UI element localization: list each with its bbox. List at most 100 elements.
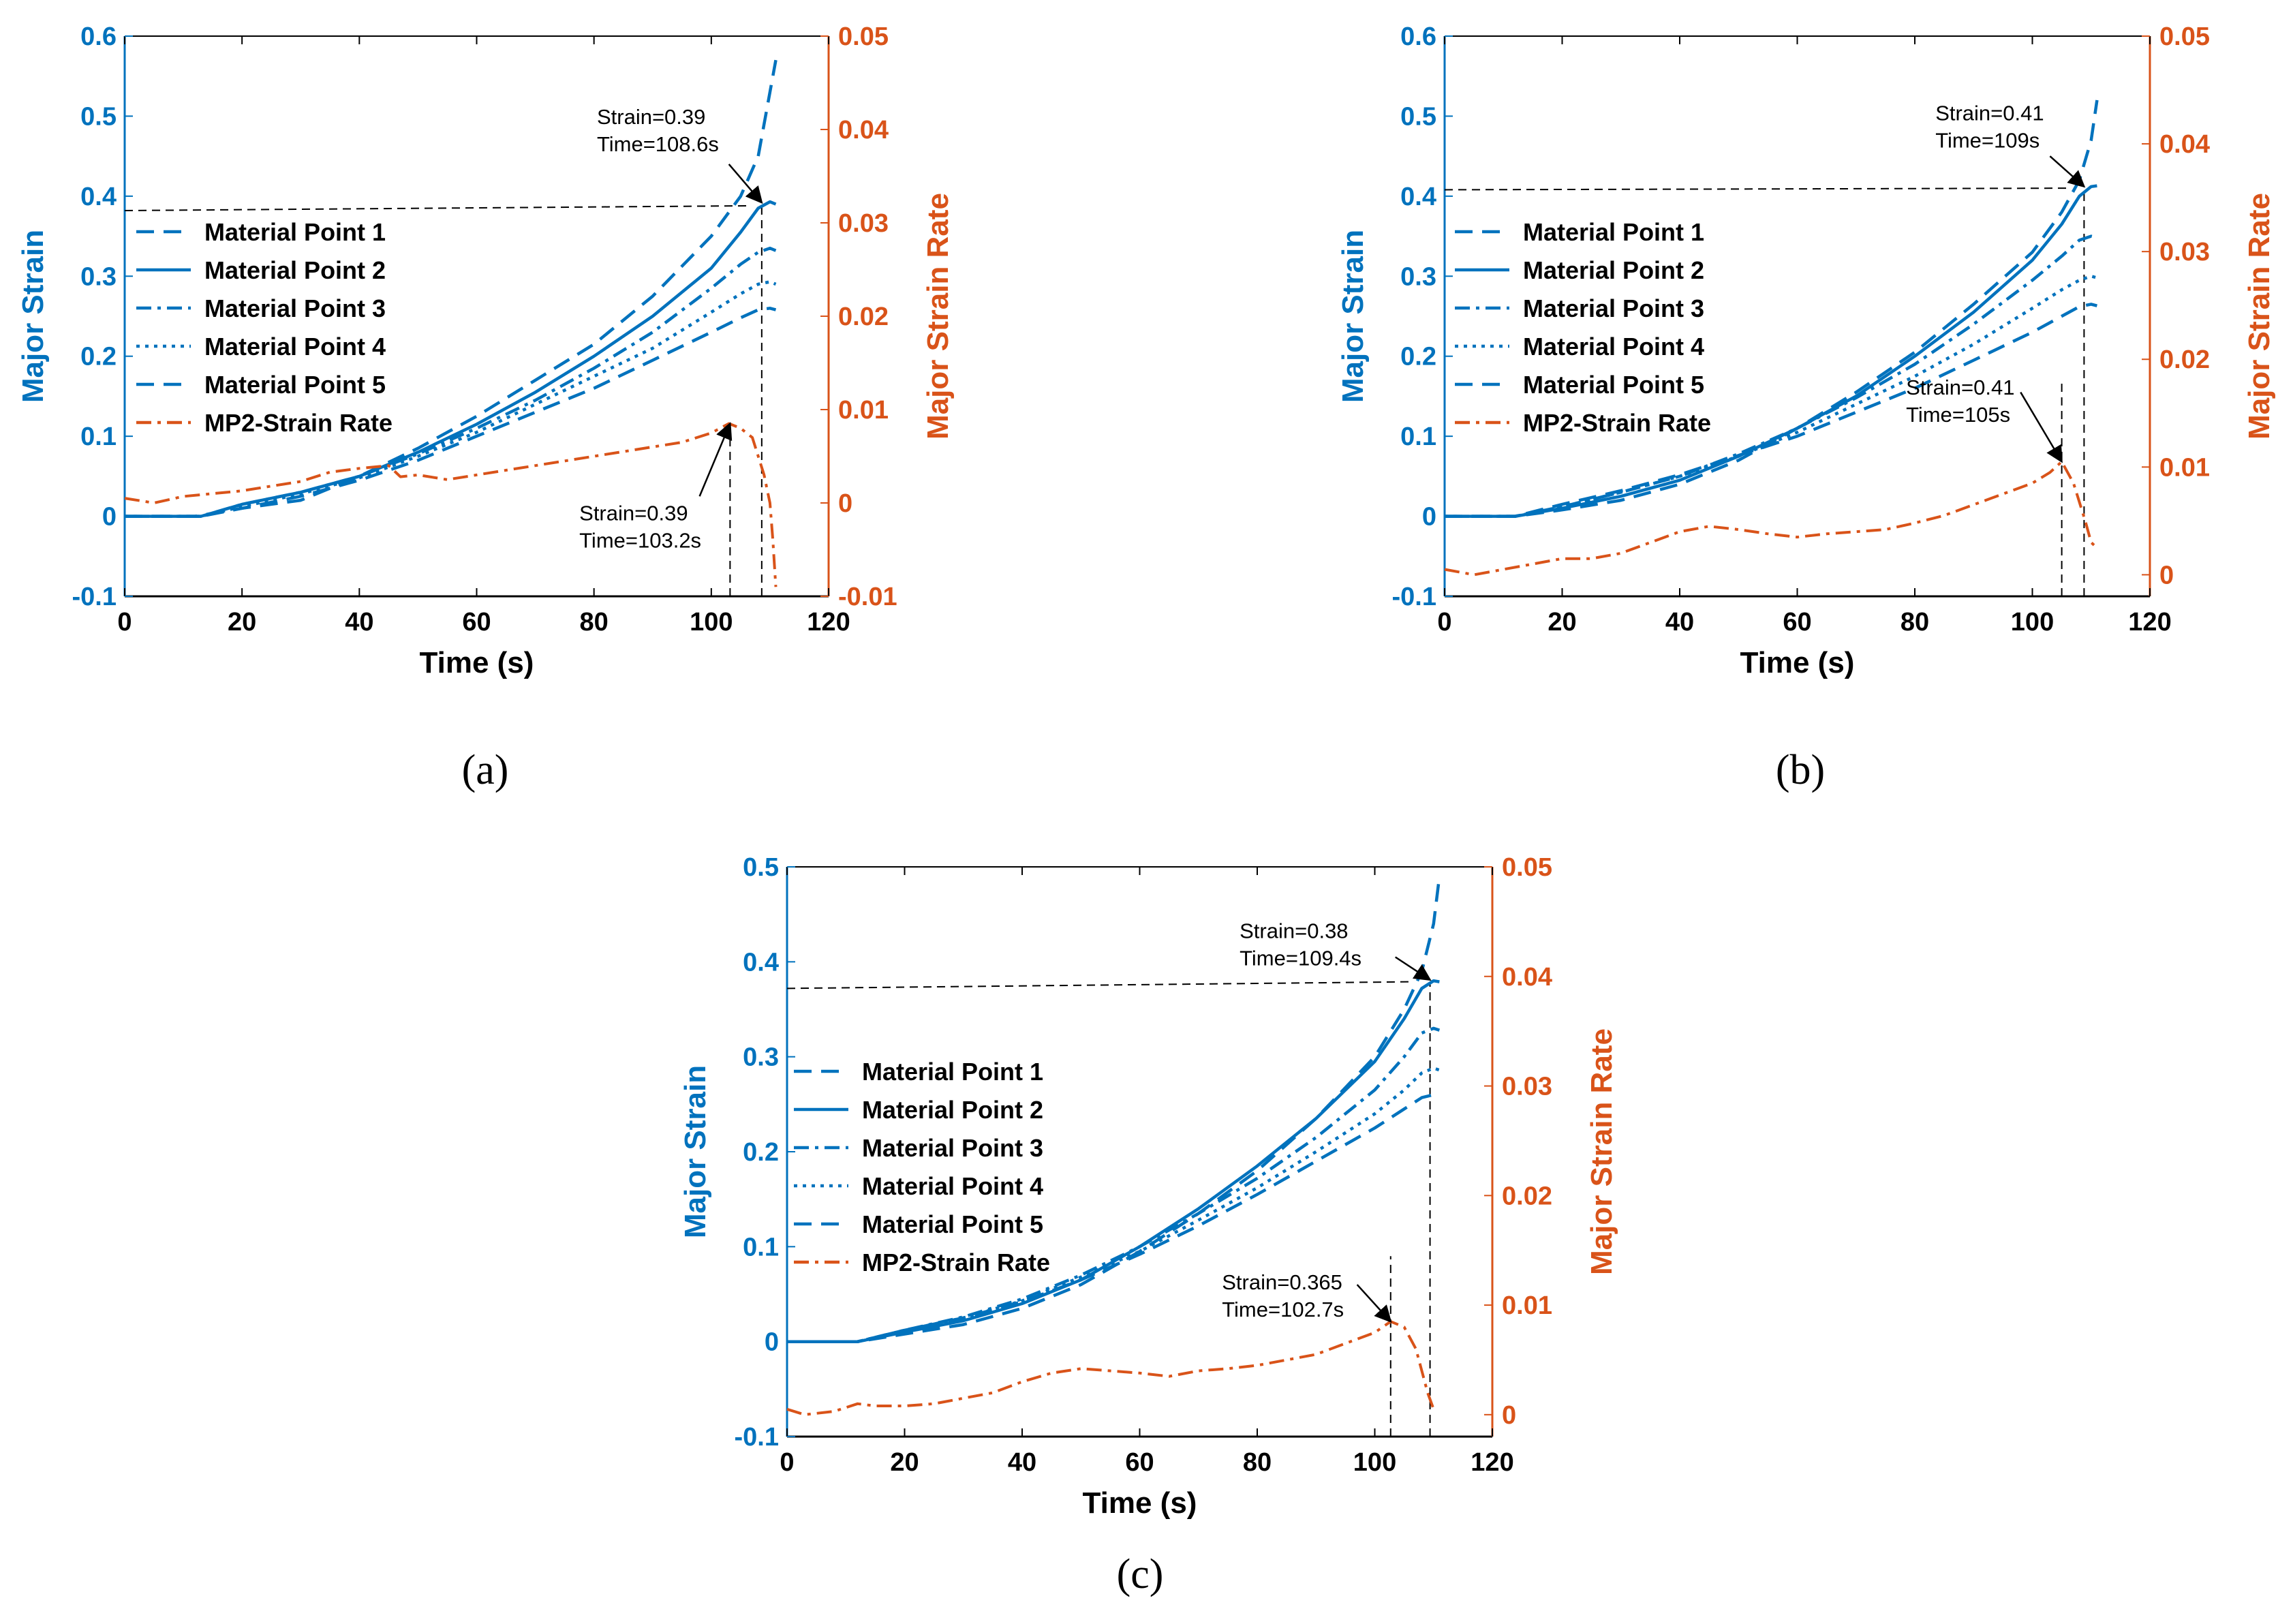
y2-axis-label: Major Strain Rate bbox=[1585, 1028, 1618, 1275]
x-tick-label: 40 bbox=[345, 608, 373, 637]
series-line-3 bbox=[1445, 234, 2097, 518]
series-line-2 bbox=[787, 979, 1440, 1343]
x-tick-label: 0 bbox=[1437, 608, 1451, 637]
y-tick-label: 0.5 bbox=[1400, 102, 1436, 131]
y2-tick-label: 0 bbox=[838, 489, 852, 518]
panel-caption: (a) bbox=[462, 747, 509, 793]
x-axis-label: Time (s) bbox=[420, 646, 534, 679]
x-tick-label: 100 bbox=[690, 608, 733, 637]
chart-panel-b: 0 20 40 60 80 100 120-0.100.10.20.30.40.50.600… bbox=[1336, 22, 2276, 793]
y2-tick-label: 0.02 bbox=[1502, 1182, 1552, 1210]
legend-entry: Material Point 2 bbox=[862, 1096, 1043, 1124]
guide-line bbox=[124, 204, 750, 211]
y2-tick-label: 0.04 bbox=[838, 116, 889, 144]
y2-tick-label: 0 bbox=[1502, 1401, 1516, 1430]
series-line-6 bbox=[1444, 460, 2098, 577]
legend-entry: MP2-Strain Rate bbox=[204, 409, 393, 437]
y-tick-label: 0.4 bbox=[80, 183, 117, 211]
x-tick-label: 100 bbox=[1353, 1448, 1396, 1477]
y2-tick-label: -0.01 bbox=[838, 583, 897, 611]
y-tick-label: 0.6 bbox=[1400, 22, 1436, 51]
guide-line bbox=[786, 981, 1413, 990]
legend: Material Point 1 Material Point 2 Material… bbox=[136, 218, 393, 437]
annotation-text: Time=105s bbox=[1906, 403, 2010, 427]
annotation-text: Strain=0.41 bbox=[1906, 376, 2014, 399]
legend-entry: Material Point 4 bbox=[204, 333, 386, 361]
y-tick-label: 0.4 bbox=[743, 948, 779, 977]
y2-tick-label: 0.01 bbox=[1502, 1291, 1552, 1320]
y-tick-label: 0 bbox=[102, 503, 117, 532]
y2-tick-label: 0.03 bbox=[838, 209, 889, 238]
legend-entry: Material Point 4 bbox=[1523, 333, 1704, 361]
y2-tick-label: 0.02 bbox=[838, 303, 889, 331]
y2-tick-label: 0.03 bbox=[2159, 238, 2210, 266]
y-tick-label: 0.2 bbox=[1400, 343, 1436, 371]
y2-tick-label: 0.01 bbox=[2159, 453, 2210, 482]
legend-entry: Material Point 2 bbox=[1523, 256, 1704, 284]
legend-entry: Material Point 5 bbox=[1523, 371, 1704, 399]
y2-tick-label: 0.05 bbox=[2159, 22, 2210, 51]
y-tick-label: 0.1 bbox=[743, 1233, 779, 1261]
y-tick-label: 0.2 bbox=[80, 343, 117, 371]
legend-entry: Material Point 4 bbox=[862, 1172, 1043, 1200]
series-line-4 bbox=[787, 1067, 1441, 1343]
legend: Material Point 1 Material Point 2 Material… bbox=[794, 1058, 1050, 1276]
y-tick-label: 0.4 bbox=[1400, 183, 1436, 211]
y-tick-label: 0.2 bbox=[743, 1138, 779, 1167]
x-tick-label: 20 bbox=[890, 1448, 919, 1477]
series-line-6 bbox=[124, 422, 778, 587]
y-tick-label: 0.3 bbox=[1400, 262, 1436, 291]
y-axis-label: Major Strain bbox=[679, 1065, 712, 1238]
x-tick-label: 120 bbox=[807, 608, 850, 637]
y-tick-label: 0 bbox=[1422, 503, 1436, 532]
x-tick-label: 80 bbox=[580, 608, 609, 637]
y-axis-label: Major Strain bbox=[1336, 230, 1370, 403]
legend-entry: Material Point 1 bbox=[204, 218, 386, 246]
chart-panel-a: 0 20 40 60 80 100 120-0.100.10.20.30.40.50.6-0… bbox=[16, 22, 955, 793]
x-tick-label: 0 bbox=[780, 1448, 794, 1477]
y-tick-label: -0.1 bbox=[1392, 583, 1436, 611]
series-line-3 bbox=[125, 246, 777, 518]
x-tick-label: 120 bbox=[1471, 1448, 1513, 1477]
y-axis-label: Major Strain bbox=[16, 230, 50, 403]
y-tick-label: -0.1 bbox=[735, 1423, 779, 1452]
annotation-text: Strain=0.39 bbox=[597, 105, 705, 129]
y-tick-label: 0.3 bbox=[80, 262, 117, 291]
legend-entry: Material Point 2 bbox=[204, 256, 386, 284]
y2-tick-label: 0.03 bbox=[1502, 1073, 1552, 1101]
annotation-text: Time=109s bbox=[1935, 128, 2040, 152]
x-tick-label: 20 bbox=[1548, 608, 1576, 637]
legend-entry: Material Point 3 bbox=[204, 294, 386, 322]
series-line-5 bbox=[1445, 303, 2097, 518]
annotation-arrow bbox=[728, 164, 763, 204]
y-tick-label: 0.5 bbox=[80, 102, 117, 131]
y-tick-label: 0.1 bbox=[1400, 423, 1436, 451]
annotation-text: Time=103.2s bbox=[579, 528, 701, 552]
y2-tick-label: 0 bbox=[2159, 561, 2174, 589]
y2-tick-label: 0.05 bbox=[1502, 853, 1552, 882]
legend-entry: Material Point 1 bbox=[1523, 218, 1704, 246]
legend: Material Point 1 Material Point 2 Material… bbox=[1455, 218, 1711, 437]
y-tick-label: -0.1 bbox=[72, 583, 117, 611]
x-tick-label: 80 bbox=[1900, 608, 1929, 637]
series-line-5 bbox=[125, 307, 777, 518]
y-tick-label: 0.3 bbox=[743, 1043, 779, 1072]
x-tick-label: 40 bbox=[1008, 1448, 1036, 1477]
annotation-text: Strain=0.39 bbox=[579, 501, 688, 525]
y2-tick-label: 0.04 bbox=[2159, 130, 2210, 159]
y2-tick-label: 0.05 bbox=[838, 22, 889, 51]
legend-entry: Material Point 1 bbox=[862, 1058, 1043, 1086]
chart-panel-c: 0 20 40 60 80 100 120-0.100.10.20.30.40.500.01… bbox=[679, 853, 1618, 1597]
y2-tick-label: 0.04 bbox=[1502, 963, 1552, 992]
x-tick-label: 20 bbox=[228, 608, 256, 637]
y2-axis-label: Major Strain Rate bbox=[921, 193, 955, 440]
annotation-text: Strain=0.38 bbox=[1240, 919, 1348, 943]
y-tick-label: 0 bbox=[765, 1328, 779, 1357]
guide-line bbox=[1444, 187, 2071, 191]
y-tick-label: 0.5 bbox=[743, 853, 779, 882]
panel-caption: (b) bbox=[1776, 747, 1825, 793]
y-tick-label: 0.6 bbox=[80, 22, 117, 51]
annotation-arrow bbox=[1356, 1284, 1392, 1323]
annotation-arrow bbox=[2049, 155, 2086, 188]
